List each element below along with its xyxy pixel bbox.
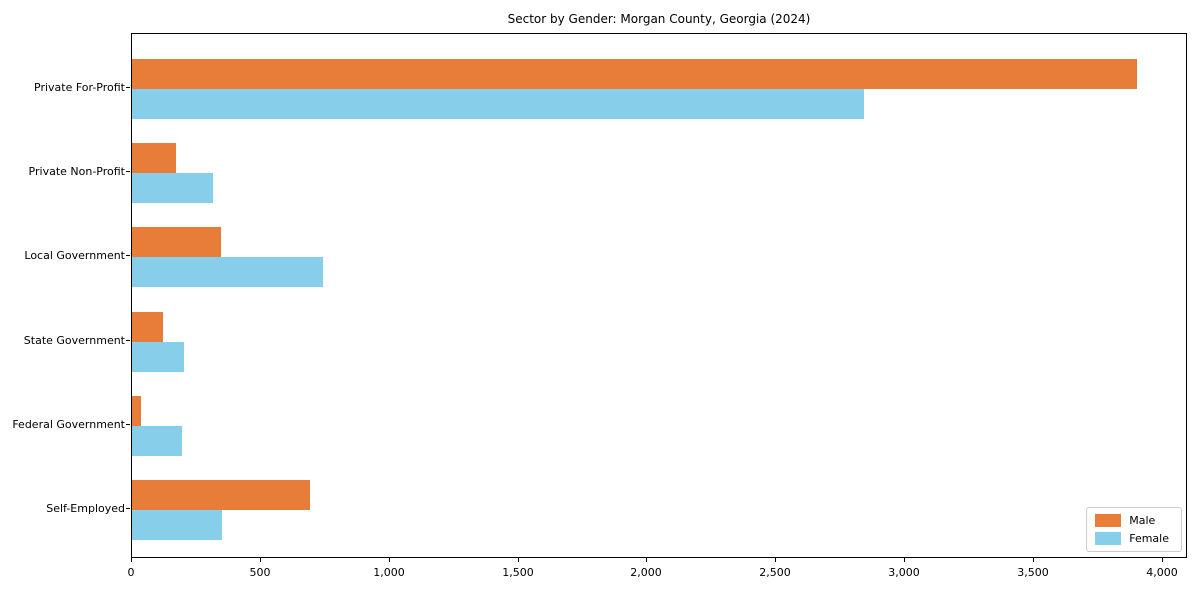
xtick-label-4: 2,000 [630,566,662,579]
legend: Male Female [1086,507,1182,552]
ytick-mark [126,87,130,88]
bar-male-private-non-profit [132,143,176,174]
bar-female-federal-government [132,425,182,456]
ytick-mark [126,508,130,509]
xtick-mark [775,558,776,562]
legend-label-male: Male [1129,514,1156,527]
xtick-label-3: 1,500 [502,566,534,579]
xtick-mark [646,558,647,562]
xtick-mark [1162,558,1163,562]
chart-title: Sector by Gender: Morgan County, Georgia… [507,12,811,26]
bar-male-private-for-profit [132,59,1137,89]
bar-female-local-government [132,257,323,288]
ytick-label-state-government: State Government [23,333,125,347]
xtick-label-2: 1,000 [373,566,405,579]
legend-entry-male: Male [1095,514,1169,527]
xtick-mark [904,558,905,562]
xtick-label-0: 0 [127,566,135,579]
ytick-mark [126,171,130,173]
xtick-mark [1033,558,1034,562]
bar-male-federal-government [132,395,141,426]
ytick-label-local-government: Local Government [24,249,125,263]
xtick-label-5: 2,500 [759,566,791,579]
bar-female-private-for-profit [132,89,864,119]
legend-swatch-male-icon [1095,514,1122,527]
bar-male-state-government [132,311,163,342]
xtick-mark [260,558,261,562]
xtick-label-8: 4,000 [1146,566,1178,579]
ytick-mark [126,339,130,341]
xtick-mark [131,558,132,562]
ytick-label-self-employed: Self-Employed [46,502,125,515]
xtick-mark [518,558,519,562]
bar-female-private-non-profit [132,173,213,204]
bar-female-self-employed [132,510,222,540]
ytick-label-federal-government: Federal Government [12,417,125,431]
bar-male-self-employed [132,480,310,510]
ytick-mark [126,423,130,425]
ytick-label-private-non-profit: Private Non-Profit [28,165,125,179]
bar-female-state-government [132,341,184,372]
xtick-label-6: 3,000 [888,566,920,579]
plot-area: Male Female [131,33,1187,558]
xtick-mark [389,558,390,562]
ytick-label-private-for-profit: Private For-Profit [34,81,125,94]
legend-label-female: Female [1129,532,1169,545]
xtick-label-1: 500 [249,566,271,579]
legend-swatch-female-icon [1095,532,1122,545]
ytick-mark [126,255,130,257]
xtick-label-7: 3,500 [1017,566,1049,579]
bar-male-local-government [132,227,221,258]
legend-entry-female: Female [1095,532,1169,545]
